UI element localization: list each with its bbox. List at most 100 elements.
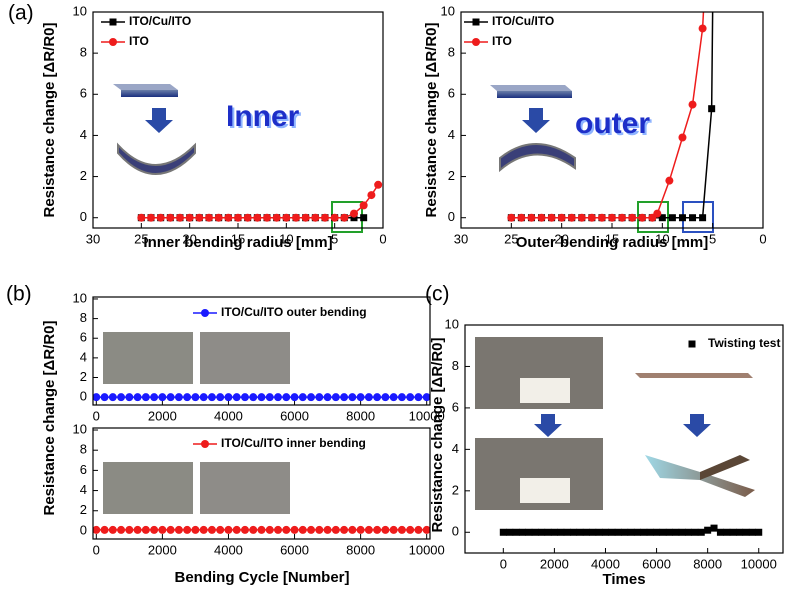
data-point (518, 528, 526, 536)
axes-frame (92, 296, 431, 406)
data-point (243, 213, 252, 222)
data-point (691, 528, 699, 536)
data-point (704, 526, 712, 534)
legend-label: ITO/Cu/ITO (129, 14, 191, 28)
data-point (282, 525, 291, 534)
data-point (499, 528, 507, 536)
data-point (638, 213, 647, 222)
y-tick-label: 0 (80, 209, 87, 224)
data-point (240, 393, 249, 402)
data-point (253, 213, 262, 222)
data-point (292, 213, 300, 222)
data-point (321, 213, 329, 222)
data-point (360, 214, 368, 222)
data-point (672, 528, 680, 536)
data-point (348, 393, 357, 402)
data-point (257, 393, 266, 402)
data-point (653, 528, 661, 536)
data-point (506, 528, 514, 536)
x-tick-label: 5 (331, 231, 338, 246)
data-point (141, 525, 150, 534)
data-point (653, 209, 662, 218)
data-point (216, 393, 225, 402)
legend-label: ITO (129, 34, 149, 48)
annotation: Inner (226, 100, 300, 133)
data-point (678, 214, 686, 222)
x-axis-label: Bending Cycle [Number] (174, 569, 349, 586)
data-point (323, 393, 332, 402)
data-point (214, 213, 223, 222)
y-tick-label: 8 (448, 45, 455, 60)
data-point (298, 393, 307, 402)
data-point (199, 525, 208, 534)
y-tick-label: 0 (448, 209, 455, 224)
data-point (563, 528, 571, 536)
data-point (633, 528, 641, 536)
data-point (688, 100, 697, 109)
data-point (608, 213, 616, 222)
y-axis-label: Resistance change [ΔR/R0] (423, 22, 440, 217)
data-point (597, 213, 606, 222)
x-tick-label: 8000 (693, 556, 722, 571)
legend-label: ITO/Cu/ITO outer bending (221, 305, 367, 319)
data-point (158, 525, 167, 534)
data-point (205, 213, 213, 222)
x-tick-label: 6000 (642, 556, 671, 571)
x-tick-label: 5 (709, 231, 716, 246)
data-point (567, 213, 576, 222)
annotation-shadow: Inner (228, 102, 302, 135)
data-point (531, 528, 539, 536)
data-point (755, 528, 763, 536)
data-point (684, 528, 692, 536)
data-point (331, 393, 340, 402)
data-point (298, 525, 307, 534)
x-tick-label: 0 (93, 542, 100, 557)
axes-frame (92, 11, 384, 229)
y-tick-label: 10 (73, 3, 87, 18)
data-point (697, 528, 705, 536)
data-point (698, 24, 707, 33)
data-point (183, 525, 192, 534)
y-tick-label: 2 (80, 502, 87, 517)
y-axis-label: Resistance change [ΔR/R0] (41, 22, 58, 217)
y-tick-label: 0 (80, 522, 87, 537)
x-tick-label: 4000 (591, 556, 620, 571)
data-point (689, 214, 697, 222)
x-tick-label: 15 (605, 231, 619, 246)
data-point (274, 393, 283, 402)
y-tick-label: 4 (452, 441, 459, 456)
x-tick-label: 10 (655, 231, 669, 246)
x-tick-label: 10000 (409, 408, 445, 423)
data-point (340, 213, 349, 222)
x-tick-label: 0 (759, 231, 766, 246)
legend-label: ITO (492, 34, 512, 48)
data-point (207, 393, 216, 402)
data-point (512, 528, 520, 536)
y-tick-label: 6 (448, 86, 455, 101)
data-point (185, 213, 194, 222)
data-point (736, 528, 744, 536)
y-tick-label: 2 (80, 369, 87, 384)
data-point (315, 525, 324, 534)
y-tick-label: 4 (80, 127, 87, 142)
data-point (646, 528, 654, 536)
y-tick-label: 10 (73, 421, 87, 436)
y-tick-label: 0 (80, 389, 87, 404)
y-tick-label: 10 (441, 3, 455, 18)
data-point (356, 525, 365, 534)
data-point (274, 525, 283, 534)
y-axis-label: Resistance change [ΔR/R0] (41, 320, 58, 515)
data-point (224, 213, 233, 222)
legend-marker (109, 38, 117, 46)
data-point (665, 528, 673, 536)
x-axis-label: Inner bending radius [mm] (143, 234, 332, 251)
legend-marker (688, 340, 696, 348)
data-point (659, 528, 667, 536)
data-point (373, 525, 382, 534)
data-point (359, 201, 368, 210)
y-tick-label: 2 (80, 168, 87, 183)
panel-label: (b) (6, 283, 32, 306)
data-point (374, 180, 383, 189)
data-point (389, 525, 398, 534)
data-point (166, 393, 175, 402)
